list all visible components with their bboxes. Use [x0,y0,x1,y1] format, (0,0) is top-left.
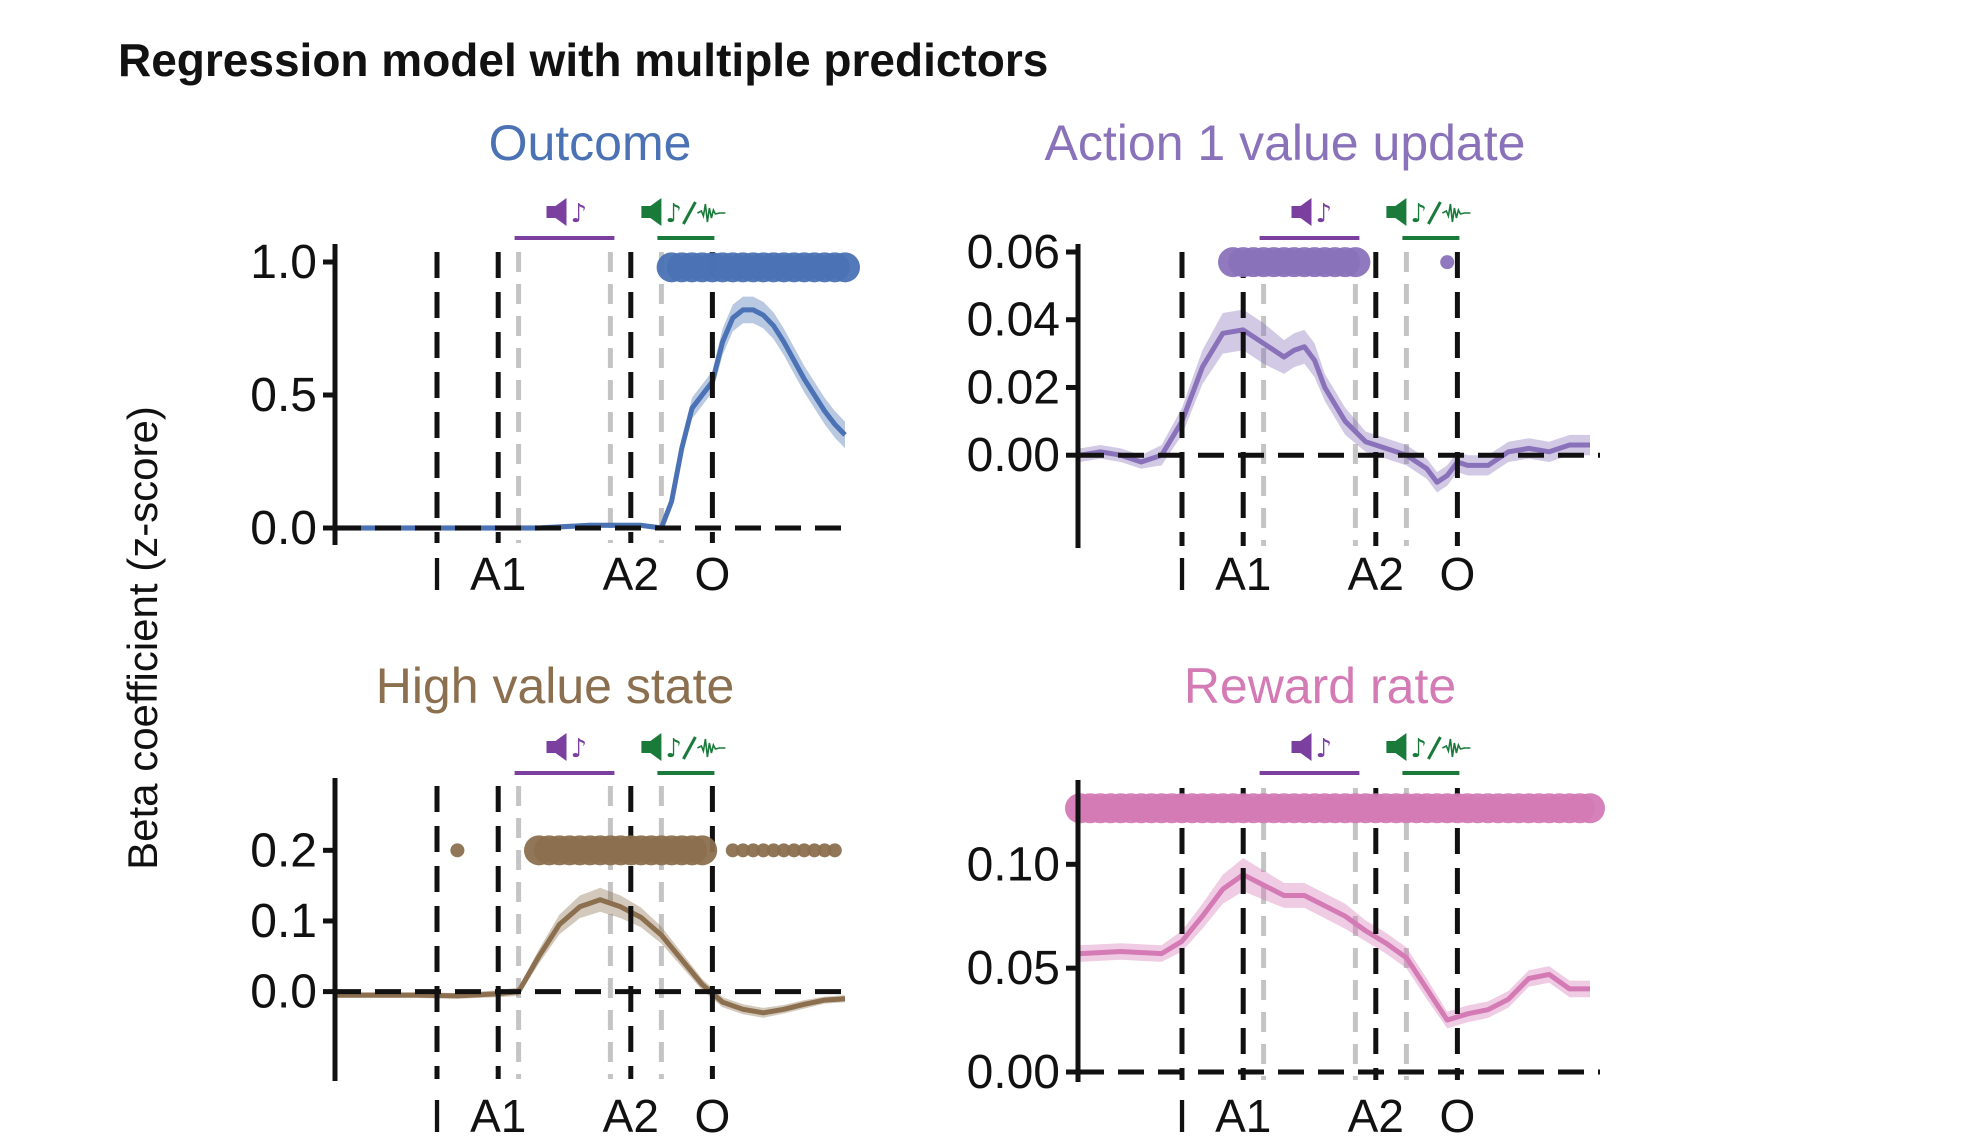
significance-dot [746,843,761,858]
series-line [335,307,847,531]
x-event-label-i: I [431,548,444,600]
chart-action1: Action 1 value update 0.00 0.02 0.04 0.06 I A1… [967,115,1600,600]
speaker-note-icon: ♪ [1291,733,1333,764]
x-event-label-a1: A1 [1215,1090,1271,1142]
significance-dot [766,843,781,858]
significance-dot [830,252,860,283]
slash-mark [682,736,697,760]
music-note-glyph: ♪ [1410,734,1427,764]
series-line [335,897,846,1016]
speaker-note-noise-icon: ♪ [1386,733,1471,764]
significance-dot [687,835,718,866]
significance-dot [827,843,842,858]
series-line [1079,327,1590,485]
y-tick-label: 0.2 [250,824,317,877]
x-event-label-a1: A1 [470,548,526,600]
music-note-glyph: ♪ [1410,199,1427,229]
slash-mark [682,201,697,225]
chart-title: High value state [376,658,735,714]
significance-dot [756,843,771,858]
chart-outcome: Outcome 0.0 0.5 1.0 I A1 A2 O ♪ ♪ [250,115,860,600]
y-tick-label: 0.00 [967,1046,1060,1099]
y-tick-label: 0.04 [967,294,1060,347]
chart-title: Action 1 value update [1045,115,1526,171]
y-tick-label: 0.06 [967,226,1060,279]
x-event-label-a1: A1 [1215,548,1271,600]
significance-dot [1575,793,1605,824]
significance-dot [450,843,465,858]
x-event-label-o: O [695,548,731,600]
music-note-glyph: ♪ [665,199,682,229]
y-tick-label: 0.00 [967,429,1060,482]
noise-waveform [697,738,726,758]
x-event-label-o: O [1440,1090,1476,1142]
y-tick-label: 0.02 [967,361,1060,414]
y-tick-label: 0.05 [967,942,1060,995]
figure-title: Regression model with multiple predictor… [118,34,1048,86]
significance-dot [787,843,801,858]
x-event-label-i: I [1176,548,1189,600]
x-event-label-o: O [1440,548,1476,600]
slash-mark [1427,201,1442,225]
x-event-label-a1: A1 [470,1090,526,1142]
x-event-label-a2: A2 [603,1090,659,1142]
error-band [1080,858,1590,1029]
music-note-glyph: ♪ [665,734,682,764]
speaker-note-noise-icon: ♪ [641,198,726,229]
chart-title: Outcome [489,115,692,171]
y-tick-label: 0.5 [250,369,317,422]
noise-waveform [697,203,726,223]
x-event-label-a2: A2 [1348,548,1404,600]
speaker-shape [1386,733,1407,761]
significance-dot [1340,247,1371,278]
series-line [1079,872,1590,1023]
speaker-note-icon: ♪ [546,198,588,229]
significance-dot [776,843,791,858]
chart-title: Reward rate [1184,658,1456,714]
significance-dot [797,843,812,858]
music-note-glyph: ♪ [1316,734,1333,764]
y-tick-label: 0.0 [250,966,317,1019]
significance-dot [807,843,822,858]
speaker-note-icon: ♪ [1291,198,1333,229]
x-event-label-i: I [431,1090,444,1142]
music-note-glyph: ♪ [571,199,588,229]
x-event-label-a2: A2 [1348,1090,1404,1142]
speaker-shape [641,198,662,226]
y-tick-label: 0.0 [250,502,317,555]
speaker-note-noise-icon: ♪ [641,733,726,764]
y-tick-label: 0.10 [967,838,1060,891]
music-note-glyph: ♪ [571,734,588,764]
speaker-shape [1291,733,1312,761]
x-event-label-a2: A2 [603,548,659,600]
speaker-shape [546,733,567,761]
speaker-note-noise-icon: ♪ [1386,198,1471,229]
noise-waveform [1442,203,1471,223]
speaker-shape [1291,198,1312,226]
slash-mark [1427,736,1442,760]
speaker-shape [546,198,567,226]
significance-dot [1440,255,1455,270]
speaker-note-icon: ♪ [546,733,588,764]
x-event-label-o: O [695,1090,731,1142]
error-band [335,887,845,1018]
chart-highvalue: High value state 0.0 0.1 0.2 I A1 A2 O ♪ ♪ [250,658,855,1142]
music-note-glyph: ♪ [1316,199,1333,229]
y-tick-label: 0.1 [250,895,317,948]
noise-waveform [1442,738,1471,758]
speaker-shape [1386,198,1407,226]
error-band [335,296,845,531]
x-event-label-i: I [1176,1090,1189,1142]
significance-dot [725,843,740,858]
speaker-shape [641,733,662,761]
y-tick-label: 1.0 [250,236,317,289]
y-axis-label: Beta coefficient (z-score) [119,406,166,870]
significance-dot [736,843,750,858]
chart-rewardrate: Reward rate 0.00 0.05 0.10 I A1 A2 O ♪ ♪ [967,658,1605,1142]
significance-dot [817,843,832,858]
